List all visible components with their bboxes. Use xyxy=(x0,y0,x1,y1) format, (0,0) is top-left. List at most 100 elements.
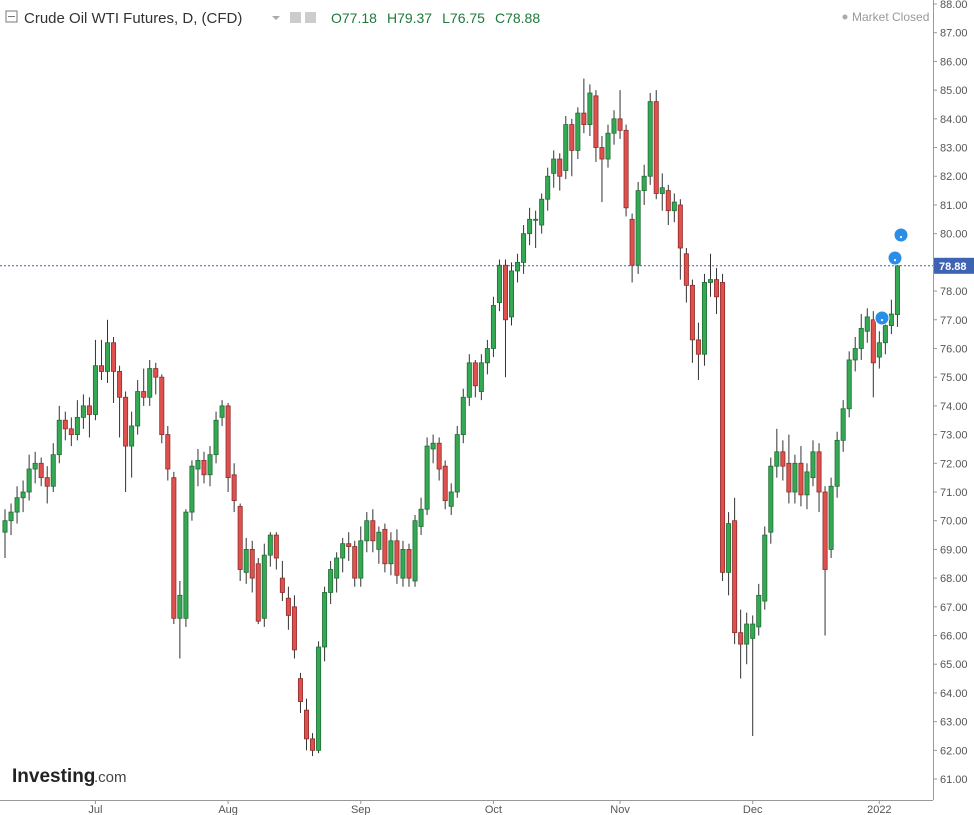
x-tick-label: Nov xyxy=(610,804,630,815)
candle-body xyxy=(563,124,569,171)
candle-body xyxy=(804,471,810,496)
logo-suffix: .com xyxy=(94,769,127,786)
candle-body xyxy=(593,95,599,148)
candle-body xyxy=(98,365,104,372)
candle-body xyxy=(774,451,780,467)
candle-body xyxy=(364,520,370,542)
candle-body xyxy=(744,623,750,645)
ohlc-value: 77.18 xyxy=(342,10,377,26)
candle-body xyxy=(261,554,267,619)
candle-body xyxy=(521,233,527,263)
candle-body xyxy=(237,505,243,570)
candle-body xyxy=(249,549,255,579)
ohlc-value: 79.37 xyxy=(397,10,432,26)
logo-text: Investing xyxy=(12,766,95,787)
candle-body xyxy=(352,546,358,579)
chart-title: Crude Oil WTI Futures, D, (CFD) xyxy=(24,10,242,27)
candle-body xyxy=(177,594,183,619)
candle-body xyxy=(267,534,273,556)
candle-body xyxy=(683,253,689,286)
y-tick-label: 77.00 xyxy=(940,315,968,327)
candle-body xyxy=(623,129,629,209)
candle-body xyxy=(840,408,846,441)
y-tick-label: 62.00 xyxy=(940,745,968,757)
x-tick-label: Sep xyxy=(351,804,371,815)
candle-body xyxy=(599,147,605,160)
candle-body xyxy=(515,261,521,272)
candle-body xyxy=(171,477,177,619)
candle-body xyxy=(527,218,533,235)
y-tick-label: 72.00 xyxy=(940,458,968,470)
y-tick-label: 73.00 xyxy=(940,430,968,442)
candle-body xyxy=(394,540,400,576)
candle-body xyxy=(412,520,418,582)
candle-body xyxy=(38,462,44,479)
y-tick-label: 66.00 xyxy=(940,631,968,643)
y-tick-label: 87.00 xyxy=(940,28,968,40)
candle-body xyxy=(882,325,888,344)
candle-body xyxy=(316,646,322,751)
candle-body xyxy=(2,520,8,533)
candle-body xyxy=(647,101,653,177)
y-tick-label: 69.00 xyxy=(940,544,968,556)
collapse-icon[interactable] xyxy=(5,10,18,23)
y-tick-label: 64.00 xyxy=(940,688,968,700)
settings-icon[interactable] xyxy=(290,12,301,23)
candle-body xyxy=(14,497,20,513)
candle-body xyxy=(448,491,454,507)
candle-body xyxy=(8,511,14,522)
y-tick-label: 81.00 xyxy=(940,200,968,212)
candle-body xyxy=(141,391,147,398)
candle-body xyxy=(322,592,328,648)
candle-body xyxy=(792,462,798,493)
candle-body xyxy=(195,460,201,470)
candle-body xyxy=(400,549,406,579)
ohlc-label: L xyxy=(442,10,450,26)
candle-body xyxy=(575,112,581,151)
candle-body xyxy=(117,371,123,398)
title-dropdown[interactable] xyxy=(272,16,280,20)
candle-body xyxy=(472,362,478,387)
candle-body xyxy=(20,491,26,499)
ohlc-readout: O 77.18 H 79.37 L 76.75 C 78.88 xyxy=(331,10,540,26)
candle-body xyxy=(105,342,111,372)
candle-body xyxy=(358,540,364,579)
candle-body xyxy=(153,368,159,378)
candle-body xyxy=(720,282,726,573)
y-tick-label: 75.00 xyxy=(940,372,968,384)
candle-body xyxy=(213,419,219,456)
candle-body xyxy=(605,132,611,160)
candle-body xyxy=(490,305,496,349)
ohlc-value: 78.88 xyxy=(505,10,540,26)
settings-icon[interactable] xyxy=(305,12,316,23)
candle-body xyxy=(86,405,92,415)
candle-body xyxy=(780,451,786,467)
candle-body xyxy=(32,462,38,470)
event-marker xyxy=(887,250,903,266)
candle-body xyxy=(273,534,279,559)
candle-body xyxy=(587,92,593,125)
candle-body xyxy=(502,264,508,321)
y-tick-label: 78.00 xyxy=(940,286,968,298)
candle-body xyxy=(189,465,195,513)
candle-body xyxy=(816,451,822,493)
candle-body xyxy=(80,405,86,418)
candle-body xyxy=(810,451,816,479)
candle-body xyxy=(834,439,840,487)
candle-body xyxy=(852,348,858,361)
candle-body xyxy=(370,520,376,542)
candle-body xyxy=(629,218,635,266)
header: Crude Oil WTI Futures, D, (CFD) Market C… xyxy=(5,10,929,27)
candle-body xyxy=(430,442,436,450)
last-price-label: 78.88 xyxy=(939,261,967,273)
candle-body xyxy=(279,577,285,593)
candle-body xyxy=(135,391,141,427)
candle-body xyxy=(111,342,117,372)
x-tick-label: Dec xyxy=(743,804,763,815)
ohlc-value: 76.75 xyxy=(450,10,485,26)
candle-body xyxy=(484,348,490,364)
x-tick-label: Oct xyxy=(485,804,502,815)
candle-body xyxy=(726,523,732,573)
event-marker-icon: ● xyxy=(899,235,902,241)
